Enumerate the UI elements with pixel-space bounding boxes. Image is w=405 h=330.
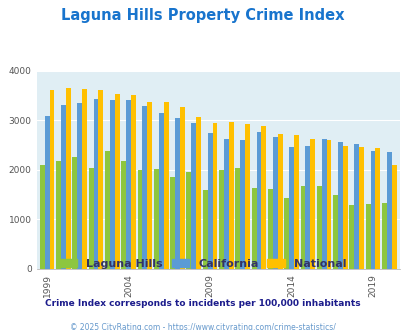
Bar xyxy=(212,123,217,269)
Bar xyxy=(316,186,321,269)
Bar xyxy=(49,90,54,269)
Bar xyxy=(191,123,196,269)
Bar xyxy=(386,152,391,269)
Bar xyxy=(354,144,358,269)
Bar xyxy=(158,113,163,269)
Bar xyxy=(349,205,354,269)
Bar xyxy=(321,139,326,269)
Bar xyxy=(66,88,70,269)
Text: Crime Index corresponds to incidents per 100,000 inhabitants: Crime Index corresponds to incidents per… xyxy=(45,299,360,308)
Bar xyxy=(224,139,228,269)
Bar xyxy=(82,89,87,269)
Bar xyxy=(288,147,293,269)
Bar xyxy=(305,146,309,269)
Bar xyxy=(235,168,240,269)
Bar xyxy=(56,161,61,269)
Bar xyxy=(142,106,147,269)
Bar xyxy=(326,140,330,269)
Bar xyxy=(358,147,363,269)
Bar xyxy=(251,188,256,269)
Bar xyxy=(45,115,49,269)
Bar xyxy=(163,102,168,269)
Bar xyxy=(170,178,175,269)
Bar xyxy=(375,148,379,269)
Bar xyxy=(61,105,66,269)
Bar xyxy=(219,170,224,269)
Bar xyxy=(147,102,152,269)
Bar xyxy=(267,189,272,269)
Bar xyxy=(196,117,200,269)
Bar xyxy=(126,100,131,269)
Bar xyxy=(272,137,277,269)
Bar xyxy=(77,103,82,269)
Bar xyxy=(105,151,110,269)
Bar xyxy=(110,100,115,269)
Bar xyxy=(370,151,375,269)
Bar xyxy=(309,139,314,269)
Legend: Laguna Hills, California, National: Laguna Hills, California, National xyxy=(55,254,350,273)
Bar xyxy=(98,90,103,269)
Bar xyxy=(40,165,45,269)
Bar xyxy=(121,161,126,269)
Text: © 2025 CityRating.com - https://www.cityrating.com/crime-statistics/: © 2025 CityRating.com - https://www.city… xyxy=(70,323,335,330)
Bar xyxy=(300,186,305,269)
Bar xyxy=(131,95,136,269)
Bar xyxy=(72,157,77,269)
Bar xyxy=(115,94,119,269)
Bar xyxy=(175,118,179,269)
Bar xyxy=(137,170,142,269)
Bar xyxy=(284,198,288,269)
Bar xyxy=(88,169,93,269)
Bar xyxy=(277,134,282,269)
Bar xyxy=(293,135,298,269)
Bar xyxy=(93,99,98,269)
Bar xyxy=(261,126,266,269)
Bar xyxy=(202,190,207,269)
Bar xyxy=(391,165,396,269)
Bar xyxy=(256,132,261,269)
Bar xyxy=(342,146,347,269)
Bar xyxy=(228,122,233,269)
Bar xyxy=(153,169,158,269)
Bar xyxy=(381,203,386,269)
Bar xyxy=(245,124,249,269)
Bar xyxy=(186,172,191,269)
Text: Laguna Hills Property Crime Index: Laguna Hills Property Crime Index xyxy=(61,8,344,23)
Bar xyxy=(365,204,370,269)
Bar xyxy=(332,195,337,269)
Bar xyxy=(207,133,212,269)
Bar xyxy=(179,107,184,269)
Bar xyxy=(240,140,245,269)
Bar xyxy=(337,142,342,269)
